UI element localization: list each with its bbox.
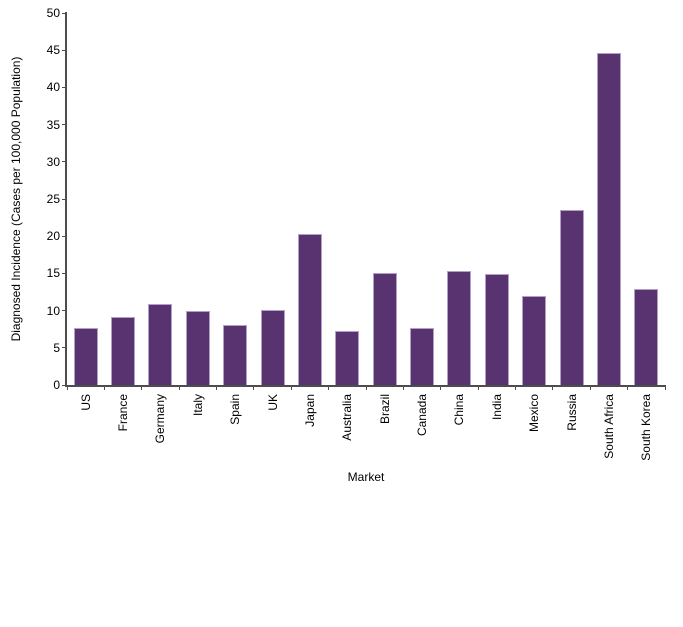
y-tick-label: 25 xyxy=(46,192,60,206)
bar-uk xyxy=(260,310,285,385)
x-tick xyxy=(216,385,217,390)
bar-australia xyxy=(335,331,360,385)
y-tick xyxy=(62,384,67,386)
bar-france xyxy=(111,317,136,385)
y-tick-label: 0 xyxy=(53,378,60,392)
bar-canada xyxy=(410,328,435,385)
x-tick xyxy=(365,385,367,390)
bar-mexico xyxy=(522,296,547,385)
x-tick xyxy=(103,385,105,390)
y-tick xyxy=(62,12,67,14)
x-tick xyxy=(589,385,591,390)
bar-germany xyxy=(148,304,173,385)
y-tick xyxy=(62,161,67,163)
y-tick-label: 20 xyxy=(46,229,60,244)
y-tick-label: 30 xyxy=(46,154,60,169)
x-category-label-text: UK xyxy=(265,394,280,411)
plot-area xyxy=(65,12,666,390)
bar-japan xyxy=(297,234,322,385)
bar-italy xyxy=(185,311,210,385)
bar-south-africa xyxy=(596,53,621,385)
x-category-label-text: India xyxy=(489,394,504,421)
y-tick xyxy=(62,124,67,126)
bar-china xyxy=(447,271,472,385)
bar-india xyxy=(484,274,509,385)
x-category-label-text: China xyxy=(452,394,467,426)
y-tick xyxy=(62,235,67,237)
x-category-label-text: Germany xyxy=(153,394,168,444)
bar-south-korea xyxy=(634,289,659,385)
x-tick xyxy=(552,385,554,390)
x-tick xyxy=(66,385,68,390)
y-tick-label: 50 xyxy=(46,6,60,20)
y-tick-label: 10 xyxy=(46,303,60,318)
y-tick xyxy=(62,310,67,312)
x-category-label-text: Canada xyxy=(415,394,430,437)
bar-spain xyxy=(223,325,248,385)
x-category-label-text: Mexico xyxy=(527,394,542,433)
x-category-label-text: Italy xyxy=(190,394,205,417)
y-tick-label: 15 xyxy=(46,266,60,281)
x-category-label-text: Brazil xyxy=(377,394,392,425)
y-tick xyxy=(62,272,67,274)
x-tick xyxy=(253,385,255,390)
x-tick xyxy=(178,385,180,390)
x-category-label-text: Spain xyxy=(228,394,243,425)
y-tick xyxy=(62,49,67,51)
y-tick-label: 40 xyxy=(46,80,60,95)
bar-russia xyxy=(559,210,584,385)
y-tick xyxy=(62,198,67,200)
y-axis-title-text: Diagnosed Incidence (Cases per 100,000 P… xyxy=(9,56,23,342)
y-tick-label: 35 xyxy=(46,117,60,132)
x-axis-title: Market xyxy=(347,470,385,484)
x-category-label-text: Australia xyxy=(340,394,355,441)
y-tick-label: 5 xyxy=(53,340,60,355)
x-tick xyxy=(664,385,666,390)
y-tick-label: 45 xyxy=(46,43,60,58)
x-category-label-text: South Korea xyxy=(639,394,654,461)
x-tick xyxy=(627,385,629,390)
x-tick xyxy=(402,385,404,390)
x-axis-line xyxy=(65,385,665,387)
x-category-label-text: Russia xyxy=(564,394,579,431)
x-tick xyxy=(141,385,143,390)
x-category-label-text: US xyxy=(78,394,93,411)
x-category-label-text: South Africa xyxy=(601,394,616,459)
x-category-label-text: France xyxy=(116,394,131,432)
x-category-label-text: Japan xyxy=(302,394,317,427)
y-tick xyxy=(62,347,67,349)
x-tick xyxy=(515,385,516,390)
bar-brazil xyxy=(372,273,397,385)
y-tick xyxy=(62,86,67,88)
x-tick xyxy=(477,385,479,390)
bar-us xyxy=(73,328,98,385)
x-tick xyxy=(440,385,442,390)
x-tick xyxy=(290,385,292,390)
x-tick xyxy=(328,385,330,390)
